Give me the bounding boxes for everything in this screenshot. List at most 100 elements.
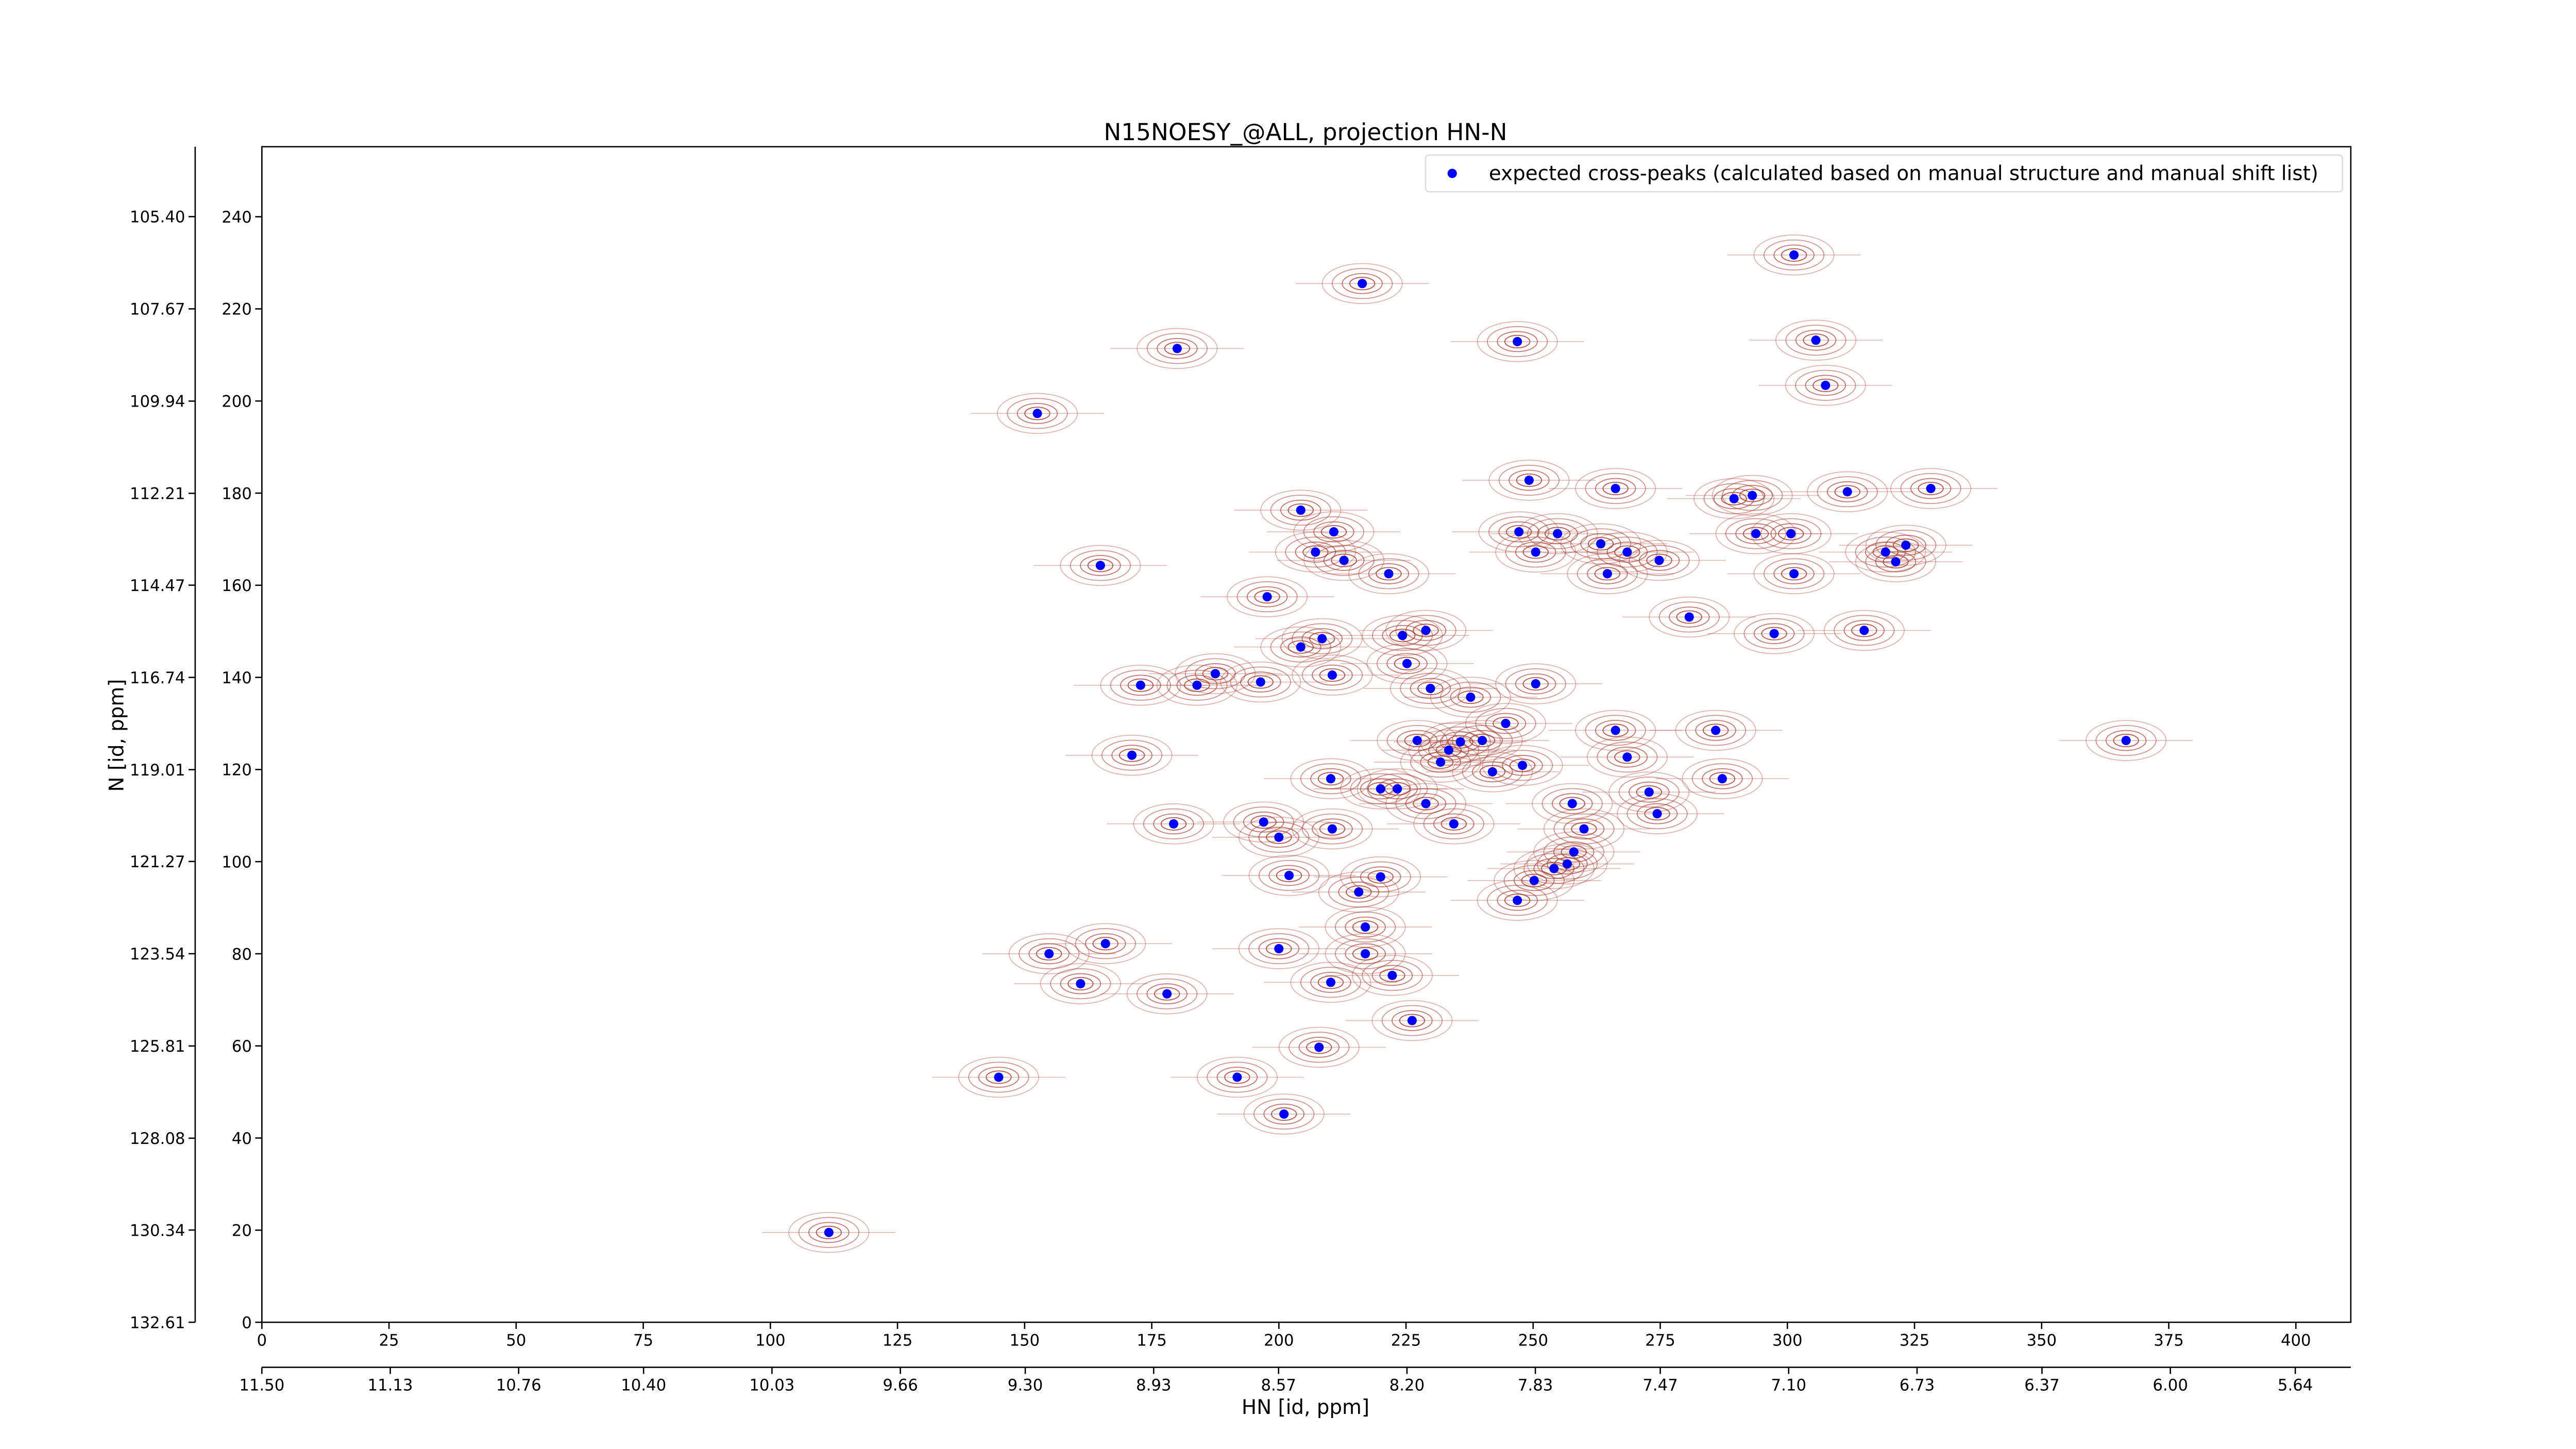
cross-peak [1402, 659, 1412, 668]
x-tick-label: 400 [2281, 1331, 2311, 1350]
cross-peak [1076, 979, 1086, 989]
cross-peak [1531, 679, 1540, 689]
y2-tick-label: 123.54 [130, 945, 185, 964]
contour-ring [1281, 618, 1363, 660]
cross-peak [1524, 475, 1534, 485]
contour-ring [1223, 801, 1304, 843]
x-tick-label: 0 [257, 1331, 267, 1350]
contour-ring [1477, 321, 1558, 362]
cross-peak [1569, 847, 1579, 857]
contour-ring [1084, 933, 1126, 954]
y2-tick-label: 119.01 [130, 761, 185, 780]
contour-ring [958, 1056, 1040, 1098]
x-tick-label: 250 [1518, 1331, 1548, 1350]
contour-ring [1386, 653, 1428, 675]
contour-ring [1420, 751, 1461, 773]
contour-ring [2105, 730, 2147, 751]
contour-ring [1328, 877, 1389, 908]
contour-ring [1855, 536, 1917, 568]
contour-ring [1465, 703, 1547, 744]
x-axis-label: HN [id, ppm] [1242, 1396, 1369, 1419]
y2-tick-label: 109.94 [130, 393, 185, 411]
cross-peak [1326, 774, 1336, 784]
cross-peak [1329, 527, 1338, 537]
contour-ring [1258, 860, 1320, 891]
cross-peak [1127, 750, 1137, 760]
contour-ring [1413, 797, 1439, 811]
x2-tick-label: 8.20 [1389, 1376, 1425, 1395]
legend-box [1425, 154, 2344, 193]
cross-peak [1376, 784, 1385, 794]
contour-ring [1413, 803, 1495, 845]
contour-ring [1834, 615, 1895, 646]
contour-ring [1350, 861, 1411, 892]
contour-ring [1477, 880, 1558, 921]
cross-peak [1711, 726, 1721, 735]
contour-ring [1497, 889, 1538, 911]
contour-ring [1310, 971, 1351, 993]
contour-ring [1236, 581, 1298, 613]
y2-tick-label: 128.08 [130, 1130, 185, 1148]
y2-tick-label: 130.34 [130, 1221, 185, 1240]
x2-tick-label: 9.30 [1008, 1376, 1043, 1395]
cross-peak [1412, 735, 1422, 746]
contour-ring [1851, 624, 1877, 637]
contour-ring [1313, 521, 1354, 543]
contour-ring [1743, 618, 1805, 649]
contour-ring [1753, 553, 1835, 595]
contour-ring [1638, 550, 1680, 571]
y-axis-label: N [id, ppm] [106, 679, 129, 792]
cross-peak [1314, 1042, 1324, 1052]
contour-ring [1110, 669, 1172, 701]
contour-ring [1260, 490, 1342, 531]
contour-ring [1823, 610, 1905, 651]
contour-ring [1875, 551, 1917, 572]
contour-ring [1392, 1010, 1433, 1031]
cross-peak [2121, 735, 2131, 746]
contour-ring [1317, 975, 1344, 989]
contour-ring [1543, 808, 1625, 850]
cross-peak [1376, 872, 1385, 882]
cross-peak [1354, 887, 1364, 897]
contour-ring [1515, 542, 1556, 563]
contour-ring [1306, 1040, 1332, 1054]
contour-ring [1567, 553, 1648, 595]
contour-ring [1763, 239, 1825, 271]
y2-tick-label: 107.67 [130, 300, 185, 319]
contour-ring [1807, 471, 1888, 513]
contour-ring [1750, 513, 1832, 554]
contour-ring [1616, 793, 1698, 834]
contour-ring [1301, 813, 1363, 845]
cross-peak [1358, 279, 1367, 289]
contour-ring [1260, 626, 1342, 668]
contour-ring [1417, 681, 1444, 696]
y-tick-label: 100 [222, 853, 252, 871]
contour-ring [1156, 664, 1238, 706]
contour-ring [1450, 686, 1492, 708]
contour-ring [1817, 476, 1878, 508]
contour-ring [1418, 734, 1480, 766]
contour-ring [1303, 516, 1365, 548]
contour-ring [1290, 758, 1371, 800]
contour-ring [1760, 518, 1822, 549]
contour-ring [1702, 723, 1729, 737]
contour-ring [1575, 710, 1656, 751]
contour-ring [1146, 983, 1188, 1005]
contour-ring [1427, 755, 1454, 769]
contour-ring [1289, 1032, 1350, 1063]
contour-ring [1319, 668, 1346, 682]
contour-ring [1300, 763, 1362, 795]
cross-peak [994, 1072, 1004, 1082]
contour-ring [1551, 793, 1593, 814]
contour-ring [1505, 525, 1532, 539]
contour-ring [1136, 978, 1198, 1009]
contour-ring [1253, 1098, 1315, 1130]
contour-ring [1410, 746, 1471, 778]
x-tick-label: 175 [1137, 1331, 1167, 1350]
contour-ring [1207, 1062, 1268, 1093]
contour-ring [1278, 1026, 1360, 1068]
cross-peak [1602, 569, 1612, 579]
cross-peak [1192, 680, 1202, 690]
x2-tick-label: 10.76 [496, 1376, 541, 1395]
contour-ring [1785, 325, 1846, 356]
